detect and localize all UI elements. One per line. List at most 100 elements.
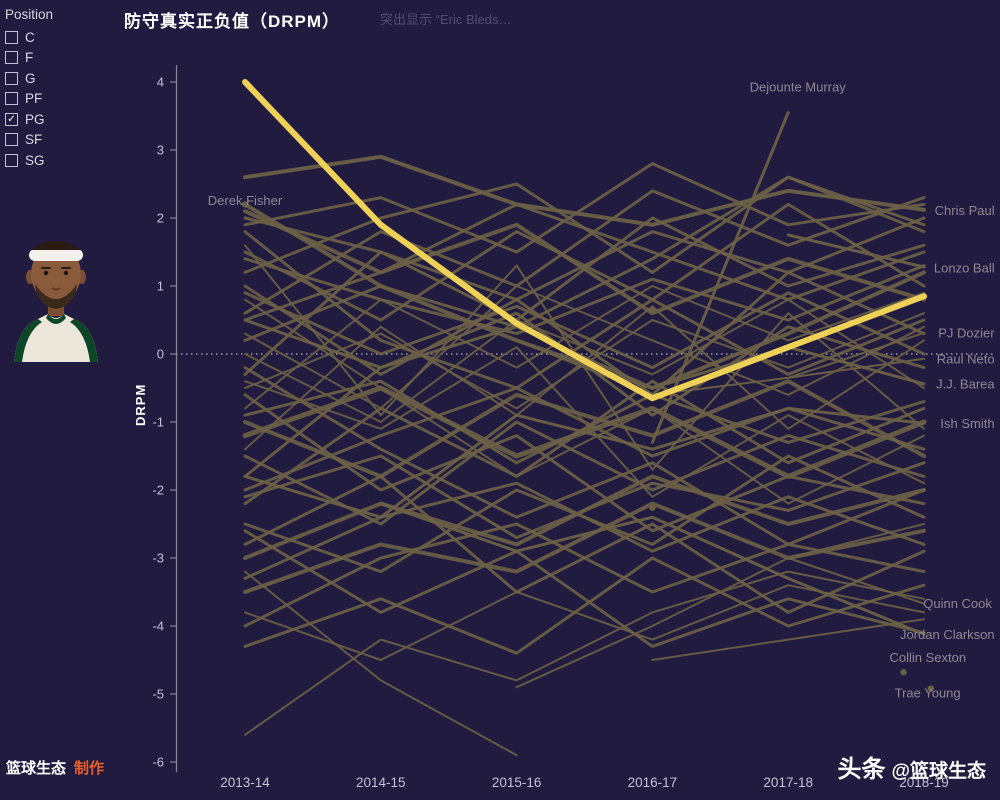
player-point[interactable] — [649, 504, 656, 511]
y-tick-label: 1 — [157, 279, 164, 294]
y-tick-label: 0 — [157, 347, 164, 362]
position-checkbox-sf[interactable]: SF — [5, 130, 53, 151]
checkbox-checked-icon[interactable]: ✓ — [5, 112, 18, 126]
player-point[interactable] — [649, 306, 656, 313]
checkbox-icon[interactable] — [5, 51, 18, 65]
checkbox-icon[interactable] — [5, 153, 18, 167]
player-line[interactable] — [244, 298, 925, 423]
position-label: C — [25, 29, 35, 45]
player-line[interactable] — [244, 285, 925, 410]
player-label: Lonzo Ball — [934, 260, 995, 275]
y-tick-label: 2 — [157, 211, 164, 226]
y-tick-label: -4 — [152, 619, 164, 634]
player-line[interactable] — [243, 291, 926, 370]
player-point[interactable] — [927, 685, 934, 692]
player-line[interactable] — [515, 523, 925, 689]
checkbox-icon[interactable] — [5, 92, 18, 106]
player-line-pj-dozier[interactable] — [787, 331, 925, 379]
player-line-ish-smith[interactable] — [243, 406, 926, 519]
y-tick-label: 3 — [157, 143, 164, 158]
player-label: PJ Dozier — [938, 326, 995, 341]
player-line[interactable] — [243, 454, 926, 540]
player-line[interactable] — [243, 529, 926, 648]
position-checkbox-pf[interactable]: PF — [5, 89, 53, 110]
player-line[interactable] — [243, 209, 926, 316]
player-line[interactable] — [243, 481, 926, 580]
position-checkbox-sg[interactable]: SG — [5, 150, 53, 171]
player-line[interactable] — [243, 474, 926, 614]
player-line-lonzo-ball[interactable] — [786, 233, 926, 269]
chart-title: 防守真实正负值（DRPM） — [124, 12, 341, 31]
checkbox-icon[interactable] — [5, 71, 18, 85]
y-tick-label: -3 — [152, 551, 164, 566]
player-line[interactable] — [243, 393, 926, 533]
y-tick-label: -6 — [152, 755, 164, 770]
watermark: 头条 @篮球生态 — [837, 749, 986, 784]
position-filter-list: C F G PF ✓ PG SF SG — [5, 27, 53, 171]
y-tick-label: -2 — [152, 483, 164, 498]
position-label: SG — [25, 152, 45, 168]
player-point[interactable] — [241, 201, 249, 208]
position-checkbox-f[interactable]: F — [5, 48, 53, 69]
player-label: Ish Smith — [940, 416, 994, 431]
player-line[interactable] — [244, 346, 925, 498]
footer-credit: 篮球生态 制作 — [6, 757, 104, 778]
player-line[interactable] — [243, 379, 926, 479]
position-label: PF — [25, 91, 43, 107]
position-label: PG — [25, 111, 45, 127]
player-line-quinn-cook[interactable] — [787, 557, 925, 605]
player-line[interactable] — [243, 556, 926, 655]
player-line[interactable] — [244, 570, 925, 736]
player-label: Trae Young — [895, 685, 961, 700]
player-photo-eric-bledsoe — [8, 222, 104, 367]
position-label: F — [25, 50, 34, 66]
brand-handle: @篮球生态 — [891, 761, 986, 782]
made-by-label: 制作 — [74, 760, 105, 777]
player-label: Collin Sexton — [889, 650, 966, 665]
player-line[interactable] — [243, 386, 926, 492]
player-line[interactable] — [243, 189, 926, 315]
player-label: J.J. Barea — [936, 377, 995, 392]
player-line[interactable] — [243, 366, 926, 546]
player-line[interactable] — [244, 298, 925, 505]
player-line-jordan-clarkson[interactable] — [379, 502, 926, 636]
brand-name: 篮球生态 — [6, 760, 67, 777]
position-checkbox-g[interactable]: G — [5, 68, 53, 89]
player-line[interactable] — [244, 584, 925, 661]
player-line[interactable] — [651, 618, 925, 661]
player-line-raul-neto[interactable] — [515, 339, 925, 396]
player-line[interactable] — [243, 501, 926, 594]
player-label: Jordan Clarkson — [900, 627, 995, 642]
player-label: Dejounte Murray — [750, 79, 847, 94]
position-checkbox-c[interactable]: C — [5, 27, 53, 48]
player-label: Derek Fisher — [208, 193, 283, 208]
checkbox-icon[interactable] — [5, 30, 18, 44]
player-label: Quinn Cook — [923, 596, 992, 611]
player-line[interactable] — [243, 420, 926, 526]
player-portrait-graphic — [14, 241, 98, 362]
position-filter-title: Position — [5, 7, 54, 22]
player-line[interactable] — [243, 257, 926, 336]
player-line[interactable] — [243, 202, 926, 322]
highlight-hint: 突出显示 “Eric Bleds… — [380, 12, 512, 27]
player-line-chris-paul[interactable] — [243, 154, 926, 227]
x-tick-label: 2016-17 — [628, 775, 678, 790]
x-tick-label: 2013-14 — [220, 775, 270, 790]
x-tick-label: 2015-16 — [492, 775, 542, 790]
player-label: Chris Paul — [935, 203, 995, 218]
x-tick-label: 2017-18 — [763, 775, 813, 790]
player-line[interactable] — [243, 230, 926, 390]
position-label: SF — [25, 132, 43, 148]
highlighted-line-eric-bledsoe[interactable] — [242, 79, 927, 402]
y-tick-label: 4 — [157, 75, 164, 90]
player-line[interactable] — [244, 570, 518, 757]
player-point[interactable] — [900, 669, 907, 676]
position-filter: Position C F G PF ✓ PG SF SG — [5, 7, 53, 171]
y-tick-label: -5 — [152, 687, 164, 702]
position-checkbox-pg[interactable]: ✓ PG — [5, 109, 53, 130]
checkbox-icon[interactable] — [5, 133, 18, 147]
x-tick-label: 2018-19 — [899, 775, 949, 790]
player-line[interactable] — [243, 175, 926, 342]
